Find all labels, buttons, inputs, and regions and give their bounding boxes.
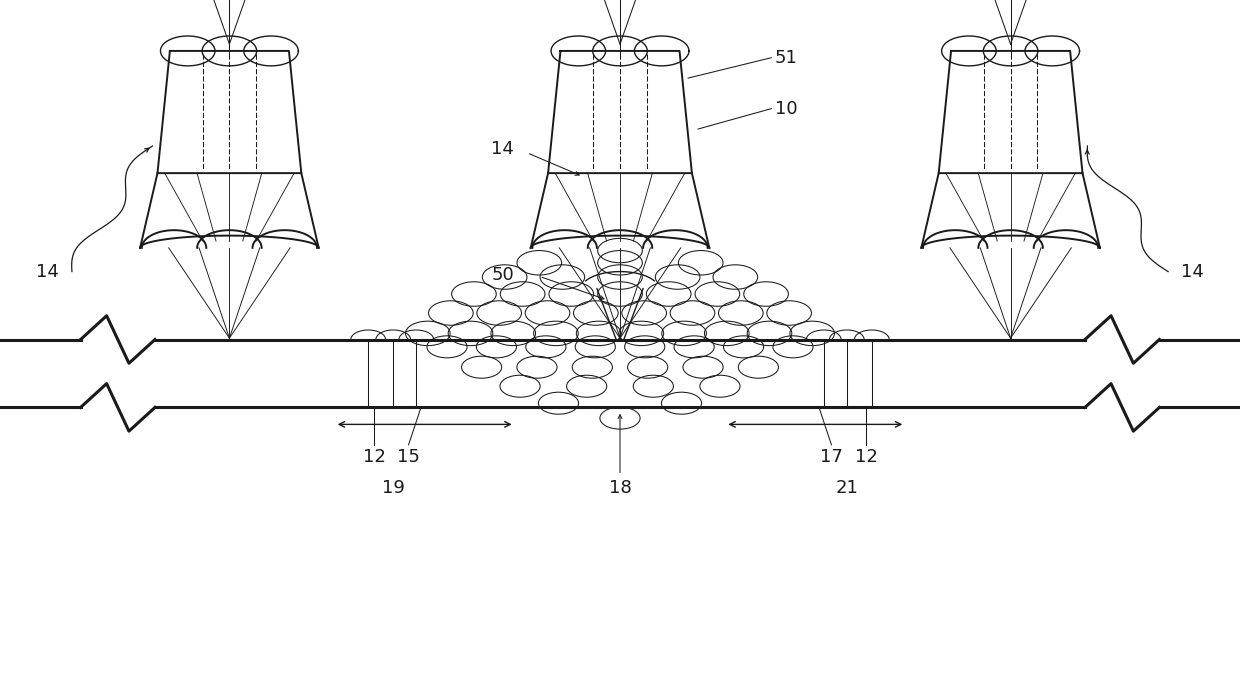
Text: 50: 50	[492, 266, 515, 284]
Text: 12: 12	[854, 448, 878, 466]
Text: 51: 51	[775, 49, 797, 67]
Text: 12: 12	[362, 448, 386, 466]
Text: 17: 17	[820, 448, 843, 466]
Text: 14: 14	[1182, 263, 1204, 280]
Text: 15: 15	[397, 448, 420, 466]
Text: 14: 14	[491, 141, 513, 158]
Text: 10: 10	[775, 100, 797, 117]
Text: 19: 19	[382, 479, 404, 497]
Text: 14: 14	[36, 263, 58, 280]
Text: 21: 21	[836, 479, 858, 497]
Text: 18: 18	[609, 479, 631, 497]
